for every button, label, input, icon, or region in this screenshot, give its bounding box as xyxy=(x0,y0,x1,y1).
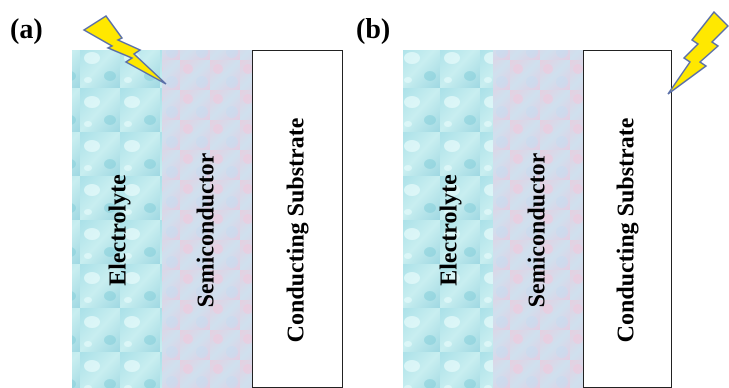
light-bolt xyxy=(668,12,728,94)
layer-label: Electrolyte xyxy=(106,174,132,286)
diagram: (a) Electrolyte Semiconductor Conducting… xyxy=(0,0,729,388)
layer-label: Conducting Substrate xyxy=(284,117,310,342)
layer-label: Conducting Substrate xyxy=(614,117,640,342)
layer-label: Electrolyte xyxy=(437,174,463,286)
panel-label: (a) xyxy=(10,14,43,45)
layer-label: Semiconductor xyxy=(525,152,551,307)
layer-label: Semiconductor xyxy=(194,152,220,307)
panel-label: (b) xyxy=(356,14,390,45)
